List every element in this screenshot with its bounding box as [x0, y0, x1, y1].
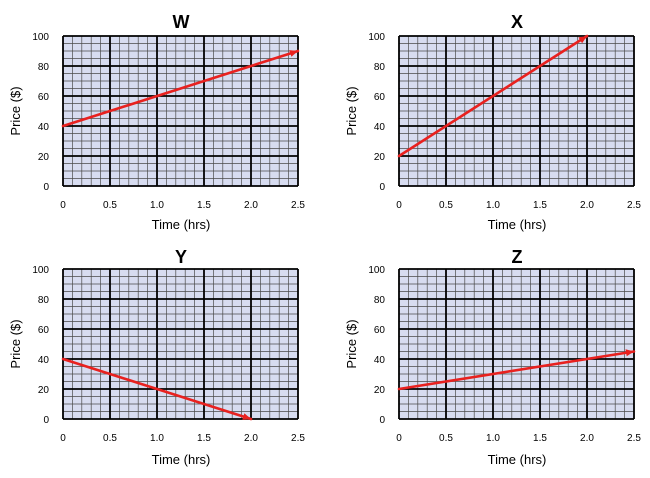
x-tick-label: 2.5 [291, 433, 305, 444]
y-tick-label: 60 [374, 325, 386, 336]
line-end-arrow [289, 50, 298, 57]
x-tick-label: 0 [60, 433, 66, 444]
data-line [397, 34, 589, 158]
y-tick-label: 80 [374, 62, 386, 73]
x-axis-label: Time (hrs) [488, 452, 547, 467]
y-axis-ticks: 0 20 40 60 80 100 [368, 265, 385, 426]
line-end-arrow [625, 349, 634, 357]
x-tick-label: 0.5 [439, 200, 453, 211]
x-tick-label: 0.5 [103, 200, 117, 211]
y-tick-label: 40 [38, 122, 50, 133]
x-tick-label: 1.5 [197, 433, 211, 444]
y-tick-label: 0 [379, 182, 385, 193]
x-tick-label: 0 [396, 433, 402, 444]
y-tick-label: 0 [379, 415, 385, 426]
y-tick-label: 80 [374, 295, 386, 306]
x-tick-label: 2.0 [580, 433, 594, 444]
data-line [397, 350, 636, 391]
x-tick-label: 2.0 [244, 433, 258, 444]
y-tick-label: 100 [368, 265, 385, 276]
plot-area [397, 268, 636, 420]
x-axis-ticks: 0 0.5 1.0 1.5 2.0 2.5 [396, 200, 641, 211]
chart-title: Y [175, 247, 187, 267]
data-line [61, 49, 300, 128]
x-tick-label: 1.0 [486, 433, 500, 444]
x-axis-ticks: 0 0.5 1.0 1.5 2.0 2.5 [60, 200, 305, 211]
x-tick-label: 2.0 [244, 200, 258, 211]
y-axis-ticks: 0 20 40 60 80 100 [368, 32, 385, 193]
x-tick-label: 1.5 [533, 200, 547, 211]
chart-panel-w: W 0 20 40 60 80 100 0 0.5 1.0 1.5 2.0 2.… [8, 12, 305, 232]
y-tick-label: 40 [374, 122, 386, 133]
y-tick-label: 100 [368, 32, 385, 43]
y-axis-ticks: 0 20 40 60 80 100 [32, 32, 49, 193]
y-axis-label: Price ($) [344, 86, 359, 135]
chart-panel-x: X 0 20 40 60 80 100 0 0.5 1.0 1.5 2.0 2.… [344, 12, 641, 232]
chart-title: W [173, 12, 190, 32]
y-tick-label: 20 [374, 385, 386, 396]
y-tick-label: 40 [374, 355, 386, 366]
y-tick-label: 0 [43, 415, 49, 426]
y-tick-label: 60 [374, 92, 386, 103]
plot-area [61, 35, 300, 187]
y-tick-label: 40 [38, 355, 50, 366]
x-tick-label: 1.0 [486, 200, 500, 211]
y-tick-label: 100 [32, 265, 49, 276]
x-axis-label: Time (hrs) [152, 452, 211, 467]
x-tick-label: 1.5 [533, 433, 547, 444]
chart-panel-y: Y 0 20 40 60 80 100 0 0.5 1.0 1.5 2.0 2.… [8, 247, 305, 467]
y-tick-label: 20 [374, 152, 386, 163]
x-tick-label: 2.5 [627, 200, 641, 211]
line-end-arrow [578, 36, 587, 44]
x-axis-label: Time (hrs) [488, 217, 547, 232]
plot-area [397, 34, 635, 187]
y-axis-label: Price ($) [8, 319, 23, 368]
x-axis-label: Time (hrs) [152, 217, 211, 232]
y-tick-label: 80 [38, 62, 50, 73]
x-tick-label: 2.0 [580, 200, 594, 211]
y-tick-label: 60 [38, 325, 50, 336]
y-axis-label: Price ($) [344, 319, 359, 368]
chart-title: Z [512, 247, 523, 267]
y-tick-label: 80 [38, 295, 50, 306]
chart-panel-z: Z 0 20 40 60 80 100 0 0.5 1.0 1.5 2.0 2.… [344, 247, 641, 467]
x-tick-label: 0.5 [439, 433, 453, 444]
y-tick-label: 60 [38, 92, 50, 103]
x-axis-ticks: 0 0.5 1.0 1.5 2.0 2.5 [396, 433, 641, 444]
x-tick-label: 0 [396, 200, 402, 211]
y-tick-label: 0 [43, 182, 49, 193]
plot-area [61, 268, 299, 421]
chart-title: X [511, 12, 523, 32]
y-axis-ticks: 0 20 40 60 80 100 [32, 265, 49, 426]
x-tick-label: 1.0 [150, 433, 164, 444]
data-line [61, 357, 253, 421]
x-tick-label: 2.5 [291, 200, 305, 211]
x-tick-label: 0 [60, 200, 66, 211]
y-tick-label: 20 [38, 152, 50, 163]
x-tick-label: 1.5 [197, 200, 211, 211]
x-tick-label: 1.0 [150, 200, 164, 211]
x-tick-label: 2.5 [627, 433, 641, 444]
y-axis-label: Price ($) [8, 86, 23, 135]
x-tick-label: 0.5 [103, 433, 117, 444]
x-axis-ticks: 0 0.5 1.0 1.5 2.0 2.5 [60, 433, 305, 444]
y-tick-label: 20 [38, 385, 50, 396]
y-tick-label: 100 [32, 32, 49, 43]
line-end-arrow [242, 413, 251, 420]
